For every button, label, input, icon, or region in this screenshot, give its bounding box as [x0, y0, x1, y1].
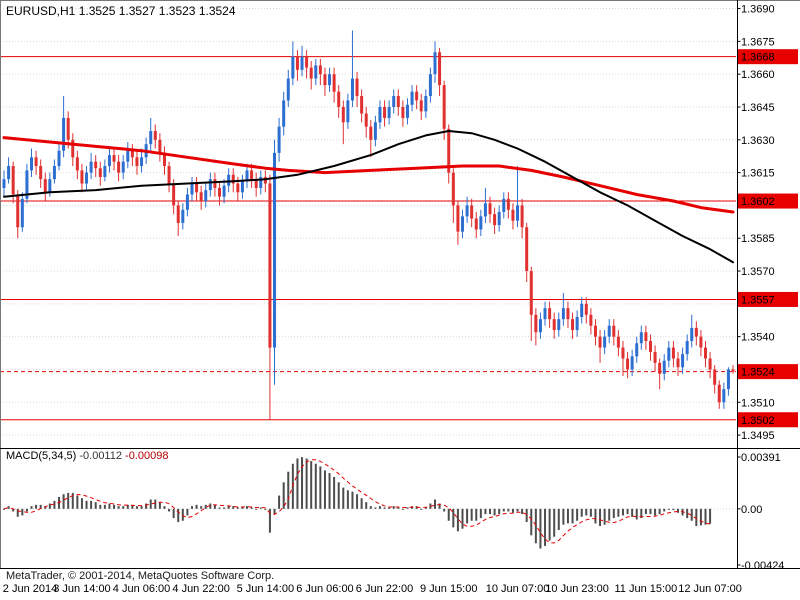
svg-text:1.3502: 1.3502 [741, 415, 775, 427]
candles [2, 30, 735, 420]
level-lines [0, 56, 736, 421]
price-grid [0, 8, 736, 436]
svg-text:1.3645: 1.3645 [741, 102, 775, 114]
svg-text:10 Jun 23:00: 10 Jun 23:00 [545, 583, 609, 595]
svg-text:1.3524: 1.3524 [741, 367, 775, 379]
svg-text:0.00: 0.00 [741, 504, 762, 516]
svg-text:-0.00424: -0.00424 [741, 560, 784, 572]
svg-text:1.3557: 1.3557 [741, 294, 775, 306]
svg-text:4 Jun 22:00: 4 Jun 22:00 [172, 583, 230, 595]
svg-text:6 Jun 22:00: 6 Jun 22:00 [356, 583, 414, 595]
svg-text:0.00391: 0.00391 [741, 452, 781, 464]
svg-text:12 Jun 07:00: 12 Jun 07:00 [678, 583, 742, 595]
svg-text:1.3630: 1.3630 [741, 135, 775, 147]
svg-text:6 Jun 06:00: 6 Jun 06:00 [296, 583, 354, 595]
svg-text:1.3570: 1.3570 [741, 266, 775, 278]
macd-signal-line [3, 459, 711, 544]
svg-text:2 Jun 2014: 2 Jun 2014 [3, 583, 57, 595]
svg-text:1.3675: 1.3675 [741, 36, 775, 48]
svg-text:1.3540: 1.3540 [741, 332, 775, 344]
svg-text:11 Jun 15:00: 11 Jun 15:00 [615, 583, 678, 595]
svg-text:1.3602: 1.3602 [741, 196, 775, 208]
price-tags: 1.3668 1.3602 1.3557 1.3502 1.3524 [738, 49, 798, 428]
svg-text:1.3690: 1.3690 [741, 4, 775, 16]
svg-text:1.3495: 1.3495 [741, 430, 775, 442]
svg-text:10 Jun 07:00: 10 Jun 07:00 [486, 583, 550, 595]
svg-text:4 Jun 06:00: 4 Jun 06:00 [113, 583, 171, 595]
svg-text:3 Jun 14:00: 3 Jun 14:00 [53, 583, 111, 595]
window-borders [0, 0, 800, 569]
svg-text:1.3660: 1.3660 [741, 69, 775, 81]
svg-text:1.3668: 1.3668 [741, 52, 775, 64]
svg-text:5 Jun 14:00: 5 Jun 14:00 [237, 583, 295, 595]
price-axis[interactable]: 1.3690 1.3675 1.3660 1.3645 1.3630 1.3615 1.35… [737, 4, 775, 443]
svg-text:9 Jun 15:00: 9 Jun 15:00 [420, 583, 478, 595]
macd-axis[interactable]: 0.00391 0.00 -0.00424 [737, 452, 785, 572]
macd-histogram [3, 457, 712, 549]
svg-text:1.3615: 1.3615 [741, 168, 775, 180]
ma-black-line [3, 130, 735, 264]
svg-text:1.3585: 1.3585 [741, 233, 775, 245]
svg-text:1.3510: 1.3510 [741, 397, 775, 409]
ma-red-line [2, 136, 735, 214]
